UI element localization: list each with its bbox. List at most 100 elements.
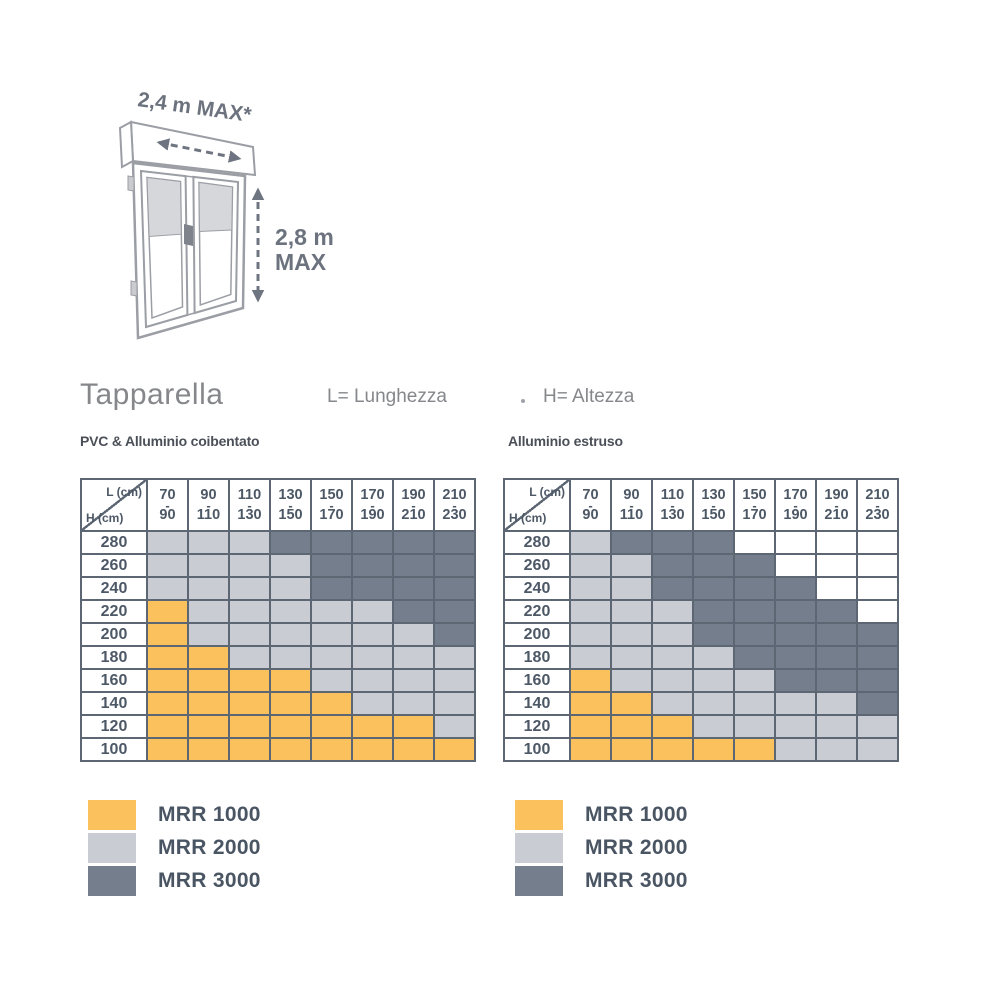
size-cell [694, 739, 733, 760]
size-cell [189, 578, 228, 599]
col-header-text: 230 [442, 506, 467, 523]
size-cell [230, 693, 269, 714]
hinge-bottom-icon [130, 280, 138, 297]
col-header: 90-110 [612, 480, 651, 530]
col-header-text: 190 [401, 486, 426, 503]
row-header: 220 [82, 601, 146, 622]
size-cell [653, 716, 692, 737]
size-cell [571, 578, 610, 599]
size-cell [776, 716, 815, 737]
size-cell [694, 532, 733, 553]
col-header-text: 90 [159, 506, 176, 523]
size-cell [858, 647, 897, 668]
roller-box-side [118, 120, 135, 169]
col-header: 210-230 [435, 480, 474, 530]
legend-item: MRR 1000 [515, 800, 688, 830]
size-cell [571, 716, 610, 737]
size-cell [776, 532, 815, 553]
col-header: 110-130 [653, 480, 692, 530]
size-cell [230, 601, 269, 622]
size-cell [353, 532, 392, 553]
legend-label: MRR 1000 [585, 803, 688, 826]
row-header: 100 [82, 739, 146, 760]
col-header: 90-110 [189, 480, 228, 530]
col-header: 190-210 [394, 480, 433, 530]
size-cell [735, 739, 774, 760]
length-key-label: L= Lunghezza [327, 386, 447, 407]
col-header-text: 190 [360, 506, 385, 523]
size-cell [571, 739, 610, 760]
window-diagram: 2,4 m MAX* 2,8 m MAX [118, 88, 334, 340]
size-cell [653, 647, 692, 668]
row-header: 260 [82, 555, 146, 576]
size-cell [312, 739, 351, 760]
height-max-label-line2: MAX [275, 249, 327, 275]
size-cell [435, 601, 474, 622]
size-cell [312, 578, 351, 599]
legend-item: MRR 2000 [515, 833, 688, 863]
size-cell [271, 693, 310, 714]
size-cell [189, 555, 228, 576]
col-header-text: - [411, 497, 416, 513]
size-cell [612, 532, 651, 553]
col-header-text: 130 [278, 486, 303, 503]
col-header: 170-190 [776, 480, 815, 530]
size-cell [571, 670, 610, 691]
row-header: 240 [505, 578, 569, 599]
size-cell [353, 739, 392, 760]
size-cell [653, 624, 692, 645]
size-cell [230, 739, 269, 760]
size-cell [271, 578, 310, 599]
size-cell [189, 647, 228, 668]
size-cell [435, 647, 474, 668]
legend-label: MRR 2000 [585, 836, 688, 859]
size-cell [148, 647, 187, 668]
size-cell [148, 555, 187, 576]
size-cell [858, 578, 897, 599]
size-cell [858, 693, 897, 714]
size-cell [312, 670, 351, 691]
size-cell [735, 624, 774, 645]
size-cell [612, 647, 651, 668]
size-cell [271, 670, 310, 691]
size-cell [353, 578, 392, 599]
corner-height-label: H (cm) [86, 511, 124, 525]
size-cell [653, 578, 692, 599]
size-cell [435, 624, 474, 645]
col-header-text: 150 [742, 486, 767, 503]
col-header-text: 210 [824, 506, 849, 523]
col-header: 150-170 [735, 480, 774, 530]
size-cell [735, 578, 774, 599]
legend-item: MRR 3000 [88, 866, 261, 896]
size-cell [230, 716, 269, 737]
size-cell [735, 601, 774, 622]
size-cell [230, 532, 269, 553]
size-cell [694, 647, 733, 668]
legend-swatch [515, 833, 563, 863]
corner-length-label: L (cm) [529, 485, 565, 499]
size-cell [353, 555, 392, 576]
size-cell [735, 693, 774, 714]
size-cell [735, 716, 774, 737]
size-cell [271, 624, 310, 645]
row-header: 180 [82, 647, 146, 668]
size-cell [694, 716, 733, 737]
width-max-label: 2,4 m MAX* [136, 88, 253, 127]
col-header-text: - [452, 497, 457, 513]
col-header-text: - [370, 497, 375, 513]
size-cell [653, 670, 692, 691]
size-cell [189, 739, 228, 760]
size-cell [694, 670, 733, 691]
row-header: 260 [505, 555, 569, 576]
col-header-text: 150 [701, 506, 726, 523]
size-cell [312, 647, 351, 668]
legend-pvc: MRR 1000 MRR 2000 MRR 3000 [88, 800, 261, 896]
col-header-text: 130 [237, 506, 262, 523]
width-arrow-icon [156, 138, 242, 163]
legend-swatch [88, 866, 136, 896]
size-cell [735, 555, 774, 576]
size-cell [353, 647, 392, 668]
col-header-text: 190 [783, 506, 808, 523]
col-header-text: 170 [319, 506, 344, 523]
size-cell [312, 532, 351, 553]
